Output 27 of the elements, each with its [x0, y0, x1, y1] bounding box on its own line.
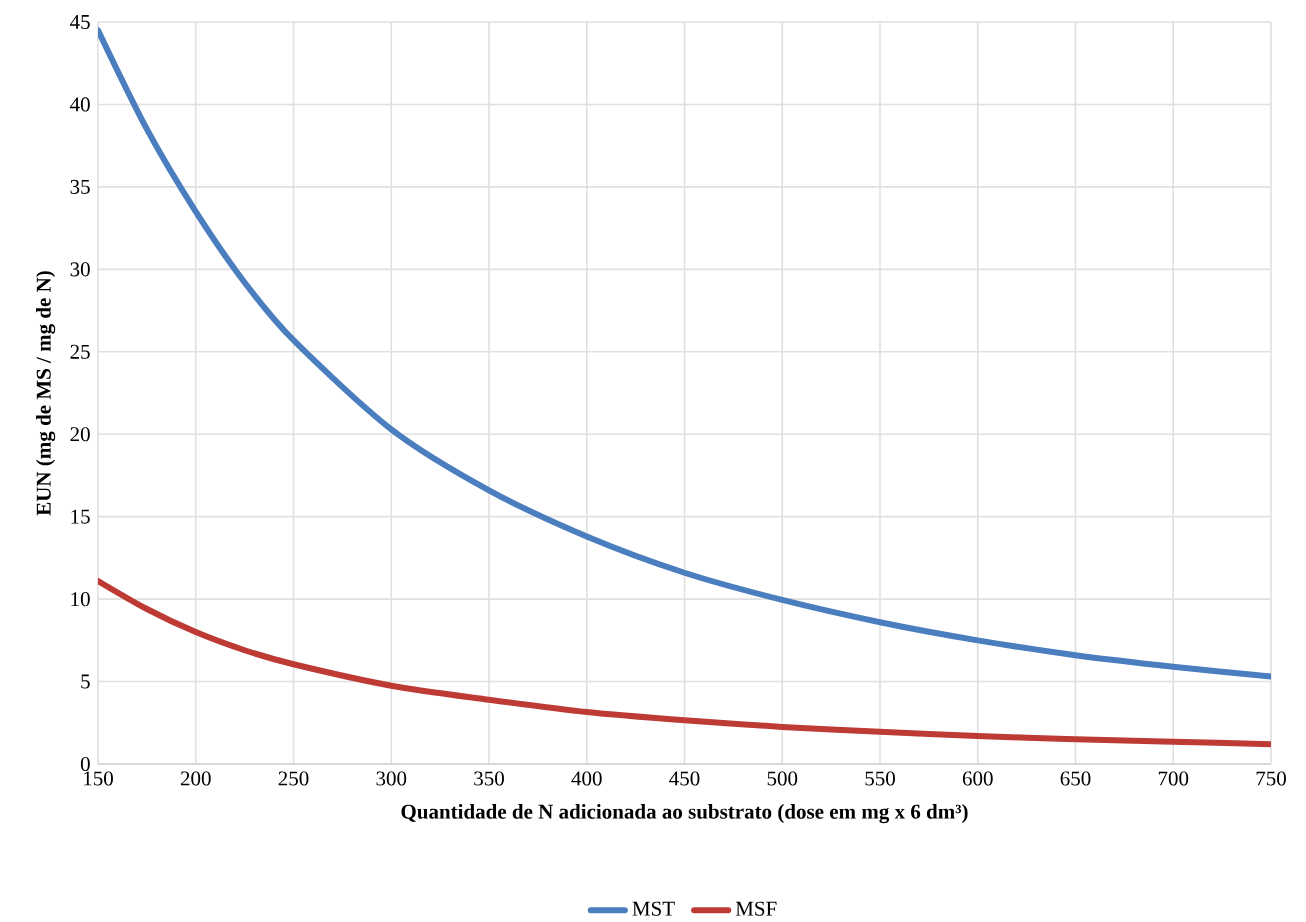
y-axis-title: EUN (mg de MS / mg de N) — [36, 271, 56, 516]
x-tick-label: 550 — [865, 771, 895, 786]
x-tick-label: 350 — [474, 771, 504, 786]
y-tick-label: 45 — [70, 15, 90, 30]
x-tick-label: 150 — [84, 771, 113, 786]
y-tick-label: 15 — [71, 509, 90, 524]
x-tick-label: 250 — [278, 771, 309, 786]
x-axis-title: Quantidade de N adicionada ao substrato (dose em mg x 6 dm³) — [401, 803, 968, 824]
x-tick-label: 300 — [376, 771, 407, 786]
x-tick-label: 600 — [962, 771, 993, 786]
x-tick-label: 400 — [571, 771, 602, 786]
legend-label: MST — [632, 901, 675, 916]
y-tick-label: 25 — [70, 344, 90, 359]
y-tick-label: 35 — [70, 179, 90, 194]
x-tick-label: 750 — [1256, 771, 1286, 786]
legend-label: MSF — [735, 901, 777, 916]
y-tick-label: 40 — [70, 97, 90, 112]
y-tick-label: 0 — [80, 756, 90, 772]
x-tick-label: 700 — [1158, 771, 1189, 786]
x-tick-label: 650 — [1060, 771, 1091, 786]
y-tick-label: 5 — [81, 674, 90, 689]
x-tick-label: 500 — [767, 771, 798, 786]
y-tick-label: 20 — [70, 427, 90, 442]
x-tick-label: 450 — [669, 771, 700, 786]
x-tick-label: 200 — [180, 771, 211, 786]
y-tick-label: 10 — [71, 592, 90, 607]
y-tick-label: 30 — [70, 262, 90, 277]
